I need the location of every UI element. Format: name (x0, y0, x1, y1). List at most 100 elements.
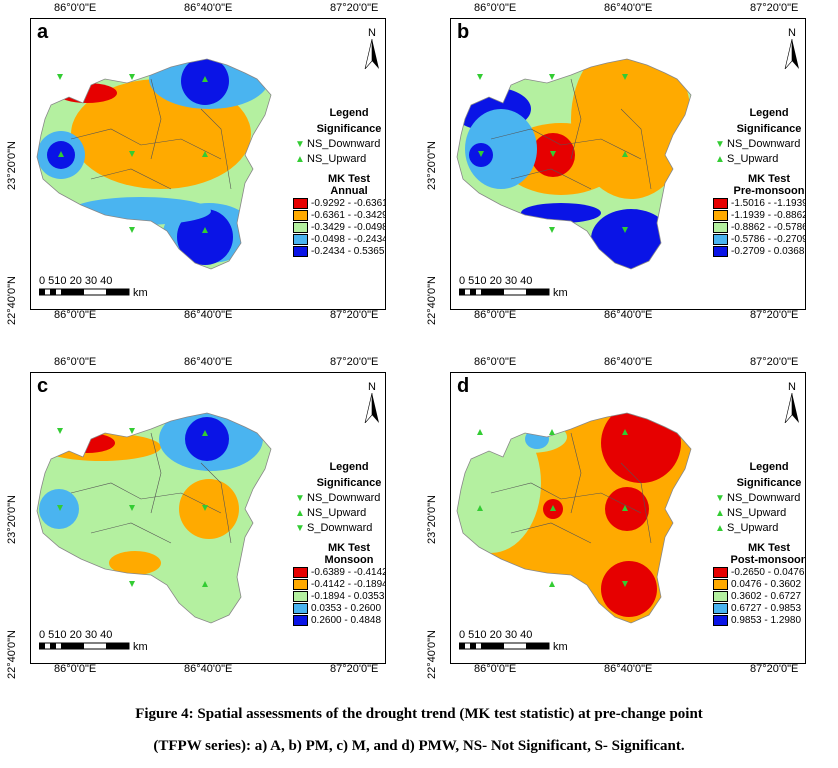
class-range: 0.2600 - 0.4848 (311, 615, 382, 626)
scale-ticks: 0 510 20 30 40 (39, 275, 113, 287)
lon-label-top-1: 86°0'0"E (54, 356, 97, 368)
lon-label-top-3: 87°20'0"E (750, 356, 799, 368)
legend: Legend Significance ▼ NS_Downward ▲ NS_Upw… (293, 107, 386, 257)
sig-label: NS_Upward (727, 507, 787, 519)
station-marker (202, 76, 208, 82)
map-frame: b (450, 18, 806, 310)
north-arrow: N (781, 381, 803, 425)
sig-label: NS_Upward (307, 507, 367, 519)
sig-label: S_Upward (727, 153, 779, 165)
scale-bar: 0 510 20 30 40 km (459, 275, 568, 299)
significance-label: Significance (736, 123, 802, 135)
lon-label-top-1: 86°0'0"E (54, 2, 97, 14)
class-range: -0.2709 - 0.0368 (731, 246, 805, 257)
map-frame: a (30, 18, 386, 310)
class-range: -0.2434 - 0.5365 (311, 246, 385, 257)
significance-label: Significance (316, 123, 382, 135)
class-range: -0.9292 - -0.6361 (311, 198, 386, 209)
legend-title: Legend (329, 461, 369, 473)
panel-c: 86°0'0"E 86°40'0"E 87°20'0"E 23°20'0"N 2… (0, 354, 398, 684)
sig-label: S_Downward (307, 522, 373, 534)
station-marker (129, 227, 135, 233)
figure-caption-line-1: Figure 4: Spatial assessments of the dro… (135, 706, 703, 722)
lon-label-bottom-3: 87°20'0"E (330, 309, 379, 321)
mk-title: MK Test (748, 542, 790, 554)
station-marker (129, 151, 135, 157)
class-range: 0.0476 - 0.3602 (731, 579, 802, 590)
lon-label-bottom-2: 86°40'0"E (184, 663, 233, 675)
lon-label-top-2: 86°40'0"E (184, 356, 233, 368)
class-range: -0.4142 - -0.1894 (311, 579, 386, 590)
panel-letter: b (457, 21, 470, 43)
lat-label-left-1: 23°20'0"N (426, 141, 438, 190)
class-range: -0.1894 - 0.0353 (311, 591, 385, 602)
north-label: N (368, 27, 376, 39)
station-marker (202, 151, 208, 157)
panel-letter: d (457, 375, 470, 397)
class-range: -0.6389 - -0.4142 (311, 567, 386, 578)
class-range: -0.8862 - -0.5786 (731, 222, 806, 233)
map-canvas (456, 58, 692, 270)
lon-label-bottom-3: 87°20'0"E (750, 309, 799, 321)
legend-title: Legend (749, 461, 789, 473)
lon-label-top-2: 86°40'0"E (604, 356, 653, 368)
lon-label-bottom-1: 86°0'0"E (474, 309, 517, 321)
legend-title: Legend (329, 107, 369, 119)
lat-label-left-2: 22°40'0"N (6, 630, 18, 679)
station-marker (129, 74, 135, 80)
lon-label-bottom-3: 87°20'0"E (330, 663, 379, 675)
scale-bar: 0 510 20 30 40 km (459, 629, 568, 653)
lon-label-bottom-2: 86°40'0"E (184, 309, 233, 321)
downward-triangle-icon: ▼ (715, 492, 725, 504)
map-frame: d (450, 372, 806, 664)
class-range: -0.6361 - -0.3429 (311, 210, 386, 221)
figure-caption-line-2: (TFPW series): a) A, b) PM, c) M, and d)… (153, 738, 685, 754)
lon-label-bottom-1: 86°0'0"E (54, 309, 97, 321)
station-marker (202, 227, 208, 233)
class-range: -0.5786 - -0.2709 (731, 234, 806, 245)
sig-label: NS_Upward (307, 153, 367, 165)
lat-label-left-2: 22°40'0"N (426, 630, 438, 679)
legend: Legend Significance ▼ NS_Downward ▲ NS_Upw… (293, 461, 386, 626)
legend: Legend Significance ▼ NS_Downward ▲ S_Upwa… (713, 107, 806, 257)
class-range: -0.3429 - -0.0498 (311, 222, 386, 233)
class-range: -1.1939 - -0.8862 (731, 210, 806, 221)
lon-label-top-3: 87°20'0"E (330, 2, 379, 14)
panel-d: 86°0'0"E 86°40'0"E 87°20'0"E 23°20'0"N 2… (420, 354, 818, 684)
downward-triangle-icon: ▼ (715, 138, 725, 150)
class-range: -1.5016 - -1.1939 (731, 198, 806, 209)
panel-a: 86°0'0"E 86°40'0"E 87°20'0"E 23°20'0"N 2… (0, 0, 398, 330)
scale-unit: km (133, 287, 148, 299)
lon-label-top-1: 86°0'0"E (474, 356, 517, 368)
mk-subtitle: Post-monsoon (730, 554, 806, 566)
sig-label: NS_Downward (727, 492, 801, 504)
north-arrow: N (781, 27, 803, 71)
sig-label: NS_Downward (307, 492, 381, 504)
lon-label-bottom-1: 86°0'0"E (474, 663, 517, 675)
legend: Legend Significance ▼ NS_Downward ▲ NS_Upw… (713, 461, 806, 626)
mk-title: MK Test (328, 173, 370, 185)
upward-triangle-icon: ▲ (295, 507, 305, 519)
significance-label: Significance (736, 477, 802, 489)
map-canvas (36, 58, 272, 270)
panel-letter: a (37, 21, 49, 43)
lat-label-left-1: 23°20'0"N (426, 495, 438, 544)
lon-label-top-2: 86°40'0"E (184, 2, 233, 14)
north-arrow: N (361, 27, 383, 71)
mk-subtitle: Pre-monsoon (733, 185, 805, 197)
scale-bar: 0 510 20 30 40 km (39, 629, 148, 653)
lon-label-bottom-1: 86°0'0"E (54, 663, 97, 675)
downward-triangle-icon: ▼ (295, 492, 305, 504)
lon-label-bottom-2: 86°40'0"E (604, 309, 653, 321)
map-canvas (456, 412, 692, 624)
map-canvas (36, 412, 272, 624)
class-range: 0.3602 - 0.6727 (731, 591, 802, 602)
mk-title: MK Test (328, 542, 370, 554)
legend-title: Legend (749, 107, 789, 119)
panel-letter: c (37, 375, 49, 397)
lon-label-top-3: 87°20'0"E (750, 2, 799, 14)
class-range: -0.2650 - 0.0476 (731, 567, 805, 578)
upward-triangle-icon: ▲ (715, 522, 725, 534)
downward-triangle-icon: ▼ (295, 522, 305, 534)
map-frame: c (30, 372, 386, 664)
